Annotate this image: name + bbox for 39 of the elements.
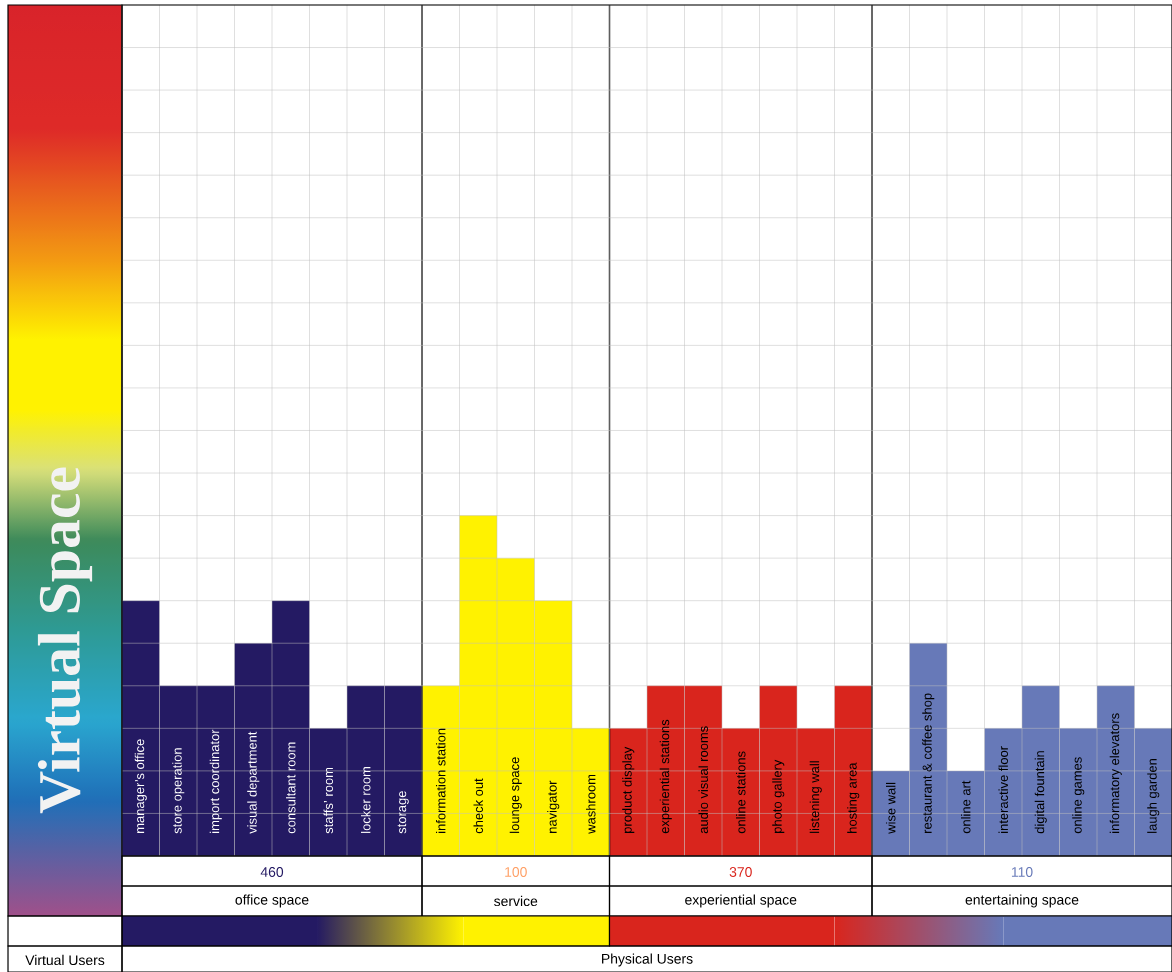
x-tick-label: manager’s office bbox=[134, 739, 147, 833]
x-tick-label: import coordinator bbox=[209, 729, 222, 833]
text: 100 bbox=[505, 867, 527, 877]
text: office space bbox=[235, 894, 309, 908]
x-tick-label: online stations bbox=[735, 751, 746, 834]
x-tick-label: wise wall bbox=[885, 782, 896, 834]
text: experiential space bbox=[685, 894, 797, 908]
text: Virtual Users bbox=[25, 954, 105, 966]
x-tick-label: store operation bbox=[172, 748, 185, 834]
x-tick-label: photo gallery bbox=[772, 759, 785, 833]
text: entertaining space bbox=[965, 894, 1079, 908]
text: service bbox=[494, 895, 538, 907]
x-tick-label: digital fountain bbox=[1034, 751, 1047, 834]
x-tick-label: staffs’ room bbox=[323, 767, 334, 834]
x-tick-label: informatory elevators bbox=[1109, 713, 1122, 833]
x-tick-label: restaurant & coffee shop bbox=[922, 693, 935, 833]
x-tick-label: online art bbox=[960, 780, 971, 834]
x-tick-label: check out bbox=[473, 778, 484, 834]
x-tick-label: listening wall bbox=[809, 761, 822, 833]
x-tick-label: hosting area bbox=[847, 762, 860, 833]
y-axis-title: Virtual Space bbox=[37, 467, 93, 814]
x-tick-label: consultant room bbox=[286, 742, 296, 834]
x-tick-label: laugh garden bbox=[1147, 759, 1160, 833]
x-tick-label: visual department bbox=[247, 731, 260, 834]
x-tick-label: storage bbox=[397, 791, 409, 834]
x-tick-label: online games bbox=[1072, 757, 1085, 834]
text: 460 bbox=[260, 867, 284, 877]
x-tick-label: washroom bbox=[585, 774, 596, 834]
text: 110 bbox=[1011, 867, 1033, 877]
x-tick-label: information station bbox=[436, 728, 446, 833]
x-tick-label: locker room bbox=[361, 767, 371, 833]
x-tick-label: product display bbox=[622, 746, 635, 833]
x-tick-label: interactive floor bbox=[998, 746, 1009, 833]
x-tick-label: lounge space bbox=[509, 757, 522, 833]
x-tick-label: audio visual rooms bbox=[698, 726, 709, 834]
text: Physical Users bbox=[602, 953, 693, 967]
text: 370 bbox=[729, 867, 752, 877]
x-tick-label: experiential stations bbox=[659, 719, 672, 834]
x-tick-label: navigator bbox=[547, 780, 560, 833]
